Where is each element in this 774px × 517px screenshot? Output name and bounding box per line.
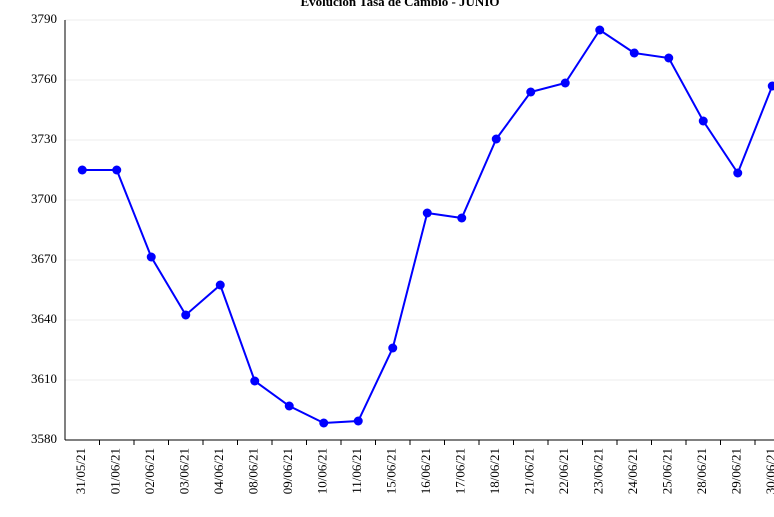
x-tick-label: 09/06/21 — [280, 448, 295, 494]
x-tick-label: 04/06/21 — [211, 448, 226, 494]
line — [82, 28, 774, 425]
x-tick-label: 21/06/21 — [522, 448, 537, 494]
point — [767, 81, 774, 91]
point — [457, 213, 467, 223]
x-tick-label: 22/06/21 — [556, 448, 571, 494]
chart-title: Evolución Tasa de Cambio - JUNIO — [300, 0, 499, 9]
y-tick-label: 3730 — [31, 131, 57, 146]
x-tick-label: 02/06/21 — [142, 448, 157, 494]
point — [698, 116, 708, 126]
point — [353, 416, 363, 426]
x-tick-label: 28/06/21 — [694, 448, 709, 494]
point — [388, 343, 398, 353]
point — [146, 252, 156, 262]
x-tick-label: 16/06/21 — [418, 448, 433, 494]
x-tick-label: 18/06/21 — [487, 448, 502, 494]
point — [284, 401, 294, 411]
point — [629, 48, 639, 58]
x-tick-label: 08/06/21 — [246, 448, 261, 494]
x-tick-label: 25/06/21 — [660, 448, 675, 494]
point — [77, 165, 87, 175]
x-tick-label: 30/06/21 — [763, 448, 774, 494]
point — [733, 168, 743, 178]
point — [181, 310, 191, 320]
x-tick-label: 23/06/21 — [591, 448, 606, 494]
point — [526, 87, 536, 97]
x-tick-label: 03/06/21 — [177, 448, 192, 494]
y-tick-label: 3610 — [31, 371, 57, 386]
point — [112, 165, 122, 175]
y-tick-label: 3760 — [31, 71, 57, 86]
point — [491, 134, 501, 144]
x-tick-label: 17/06/21 — [453, 448, 468, 494]
y-tick-label: 3790 — [31, 11, 57, 26]
y-tick-label: 3670 — [31, 251, 57, 266]
x-tick-label: 15/06/21 — [384, 448, 399, 494]
point — [595, 25, 605, 35]
y-tick-label: 3580 — [31, 431, 57, 446]
point — [215, 280, 225, 290]
x-tick-label: 11/06/21 — [349, 448, 364, 494]
point — [422, 208, 432, 218]
point — [319, 418, 329, 428]
x-tick-label: 29/06/21 — [729, 448, 744, 494]
x-tick-label: 24/06/21 — [625, 448, 640, 494]
point — [250, 376, 260, 386]
x-tick-label: 01/06/21 — [108, 448, 123, 494]
point — [664, 53, 674, 63]
y-tick-label: 3700 — [31, 191, 57, 206]
x-tick-label: 10/06/21 — [315, 448, 330, 494]
y-tick-label: 3640 — [31, 311, 57, 326]
point — [560, 78, 570, 88]
x-tick-label: 31/05/21 — [73, 448, 88, 494]
